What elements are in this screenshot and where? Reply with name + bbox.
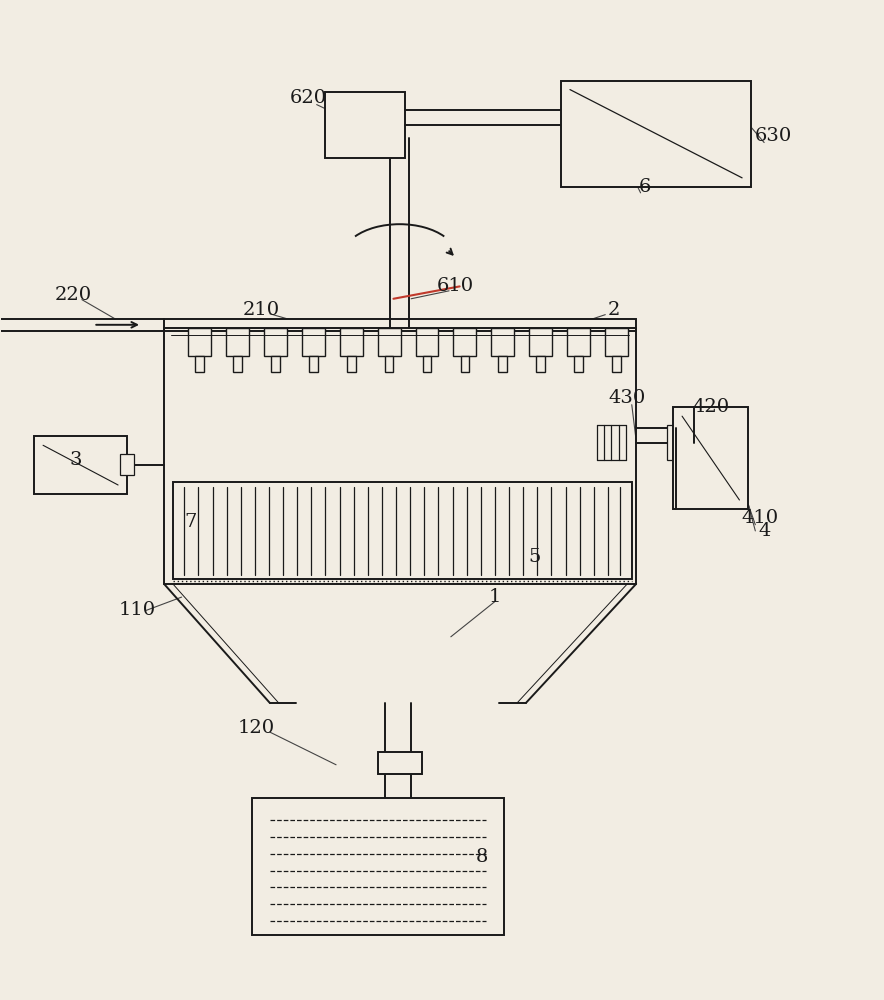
Bar	[537, 356, 545, 372]
Bar	[568, 328, 591, 356]
Text: 410: 410	[741, 509, 778, 527]
Bar	[461, 356, 469, 372]
Text: 6: 6	[639, 178, 652, 196]
Bar	[674, 407, 748, 509]
Bar	[301, 328, 324, 356]
Bar	[309, 356, 317, 372]
Bar	[347, 356, 355, 372]
Text: 4: 4	[758, 522, 770, 540]
Bar	[561, 81, 751, 187]
Bar	[377, 752, 422, 774]
Bar	[187, 328, 210, 356]
Bar	[667, 425, 682, 460]
Text: 430: 430	[609, 389, 646, 407]
Text: 2: 2	[608, 301, 621, 319]
Bar	[252, 798, 504, 935]
Bar	[225, 328, 248, 356]
Text: 5: 5	[529, 548, 541, 566]
Text: 420: 420	[693, 398, 730, 416]
Bar	[415, 328, 438, 356]
Text: 210: 210	[242, 301, 279, 319]
Bar	[606, 328, 629, 356]
Text: 1: 1	[489, 588, 501, 606]
Text: 610: 610	[437, 277, 474, 295]
Bar	[325, 92, 405, 158]
Bar	[271, 356, 279, 372]
Bar	[423, 356, 431, 372]
Bar	[34, 436, 127, 494]
Text: 8: 8	[476, 848, 488, 866]
Bar	[453, 328, 476, 356]
Text: 7: 7	[184, 513, 196, 531]
Bar	[492, 328, 514, 356]
Bar	[575, 356, 583, 372]
Bar	[339, 328, 362, 356]
Bar	[120, 454, 134, 475]
Bar	[377, 328, 400, 356]
Bar	[172, 482, 632, 579]
Text: 220: 220	[55, 286, 92, 304]
Bar	[263, 328, 286, 356]
Bar	[499, 356, 507, 372]
Bar	[530, 328, 552, 356]
Bar	[385, 356, 393, 372]
Bar	[613, 356, 621, 372]
Bar	[232, 356, 241, 372]
Text: 3: 3	[70, 451, 82, 469]
Text: 630: 630	[754, 127, 791, 145]
Bar	[164, 319, 636, 331]
Text: 120: 120	[238, 719, 275, 737]
Text: 620: 620	[289, 89, 326, 107]
Bar	[194, 356, 203, 372]
Text: 110: 110	[119, 601, 156, 619]
